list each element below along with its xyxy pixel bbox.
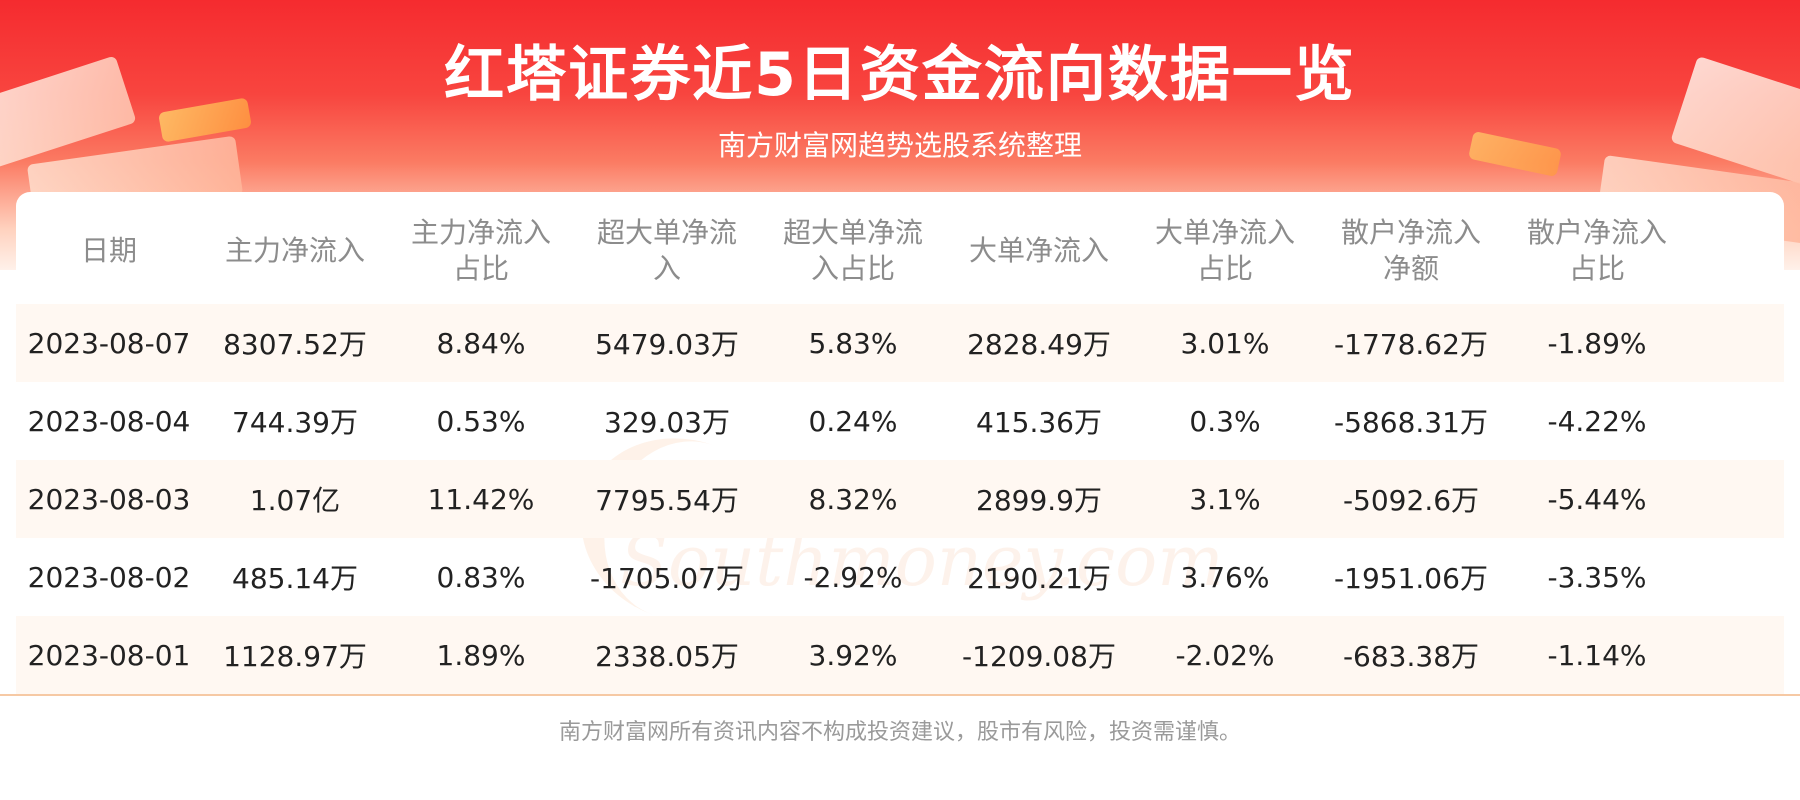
cell-main-inflow: 1128.97万 xyxy=(223,640,367,673)
cell-date: 2023-08-04 xyxy=(27,404,191,438)
header-retail-ratio: 散户净流入 占比 xyxy=(1526,216,1667,285)
cell-main-ratio: 8.84% xyxy=(436,326,526,360)
disclaimer-text: 南方财富网所有资讯内容不构成投资建议，股市有风险，投资需谨慎。 xyxy=(558,720,1241,745)
cell-large-ratio: -2.02% xyxy=(1175,638,1275,672)
cell-xl-ratio: 3.92% xyxy=(808,638,898,672)
cell-xl-inflow: 7795.54万 xyxy=(595,484,739,517)
header-date: 日期 xyxy=(80,234,137,267)
cell-date: 2023-08-02 xyxy=(27,560,191,594)
table-header: 日期 主力净流入 主力净流入 占比 超大单净流入 超大单净流 入占比 大单净流入 大… xyxy=(16,200,1784,302)
table-row: 2023-08-04 744.39万 0.53% 329.03万 0.24% 4… xyxy=(16,382,1784,460)
cell-main-inflow: 744.39万 xyxy=(232,406,358,439)
cell-main-ratio: 0.53% xyxy=(436,404,526,438)
header-xl-inflow: 超大单净流入 xyxy=(596,216,737,285)
cell-date: 2023-08-01 xyxy=(27,638,191,672)
header-main-inflow: 主力净流入 xyxy=(224,234,365,267)
cell-large-ratio: 3.1% xyxy=(1189,482,1261,516)
table-body: 2023-08-07 8307.52万 8.84% 5479.03万 5.83%… xyxy=(16,304,1784,694)
cell-xl-ratio: 5.83% xyxy=(808,326,898,360)
cell-xl-inflow: 5479.03万 xyxy=(595,328,739,361)
header-xl-ratio: 超大单净流 入占比 xyxy=(782,216,923,285)
cell-retail-ratio: -3.35% xyxy=(1547,560,1647,594)
cell-date: 2023-08-03 xyxy=(27,482,191,516)
cell-xl-inflow: 2338.05万 xyxy=(595,640,739,673)
cell-large-inflow: 415.36万 xyxy=(976,406,1102,439)
cell-large-inflow: -1209.08万 xyxy=(962,640,1116,673)
cell-main-ratio: 0.83% xyxy=(436,560,526,594)
table-row: 2023-08-01 1128.97万 1.89% 2338.05万 3.92%… xyxy=(16,616,1784,694)
cell-main-ratio: 1.89% xyxy=(436,638,526,672)
cell-main-inflow: 8307.52万 xyxy=(223,328,367,361)
cell-retail-amount: -1951.06万 xyxy=(1334,562,1488,595)
cell-xl-inflow: 329.03万 xyxy=(604,406,730,439)
header-large-ratio: 大单净流入 占比 xyxy=(1154,216,1295,285)
cell-large-inflow: 2190.21万 xyxy=(967,562,1111,595)
cell-main-inflow: 485.14万 xyxy=(232,562,358,595)
header-large-inflow: 大单净流入 xyxy=(968,234,1109,267)
page-title: 红塔证券近5日资金流向数据一览 xyxy=(444,40,1356,110)
cell-xl-ratio: -2.92% xyxy=(803,560,903,594)
cell-large-inflow: 2899.9万 xyxy=(976,484,1102,517)
cell-retail-amount: -5092.6万 xyxy=(1342,484,1480,517)
cell-large-ratio: 3.76% xyxy=(1180,560,1270,594)
cell-large-inflow: 2828.49万 xyxy=(967,328,1111,361)
cell-retail-ratio: -5.44% xyxy=(1547,482,1647,516)
cell-large-ratio: 3.01% xyxy=(1180,326,1270,360)
cell-retail-ratio: -1.89% xyxy=(1547,326,1647,360)
table-row: 2023-08-03 1.07亿 11.42% 7795.54万 8.32% 2… xyxy=(16,460,1784,538)
header-retail-amount: 散户净流入 净额 xyxy=(1340,216,1481,285)
cell-xl-ratio: 8.32% xyxy=(808,482,898,516)
cell-retail-amount: -1778.62万 xyxy=(1334,328,1488,361)
table-row: 2023-08-07 8307.52万 8.84% 5479.03万 5.83%… xyxy=(16,304,1784,382)
cell-retail-amount: -683.38万 xyxy=(1342,640,1480,673)
header-main-ratio: 主力净流入 占比 xyxy=(410,216,551,285)
table-card xyxy=(16,192,1784,692)
cell-xl-ratio: 0.24% xyxy=(808,404,898,438)
cell-retail-amount: -5868.31万 xyxy=(1334,406,1488,439)
cell-xl-inflow: -1705.07万 xyxy=(590,562,744,595)
cell-main-ratio: 11.42% xyxy=(427,482,535,516)
cell-date: 2023-08-07 xyxy=(27,326,191,360)
cell-retail-ratio: -1.14% xyxy=(1547,638,1647,672)
cell-main-inflow: 1.07亿 xyxy=(249,484,341,517)
cell-retail-ratio: -4.22% xyxy=(1547,404,1647,438)
table-row: 2023-08-02 485.14万 0.83% -1705.07万 -2.92… xyxy=(16,538,1784,616)
cell-large-ratio: 0.3% xyxy=(1189,404,1261,438)
page-subtitle: 南方财富网趋势选股系统整理 xyxy=(717,129,1082,162)
divider xyxy=(0,694,1800,696)
